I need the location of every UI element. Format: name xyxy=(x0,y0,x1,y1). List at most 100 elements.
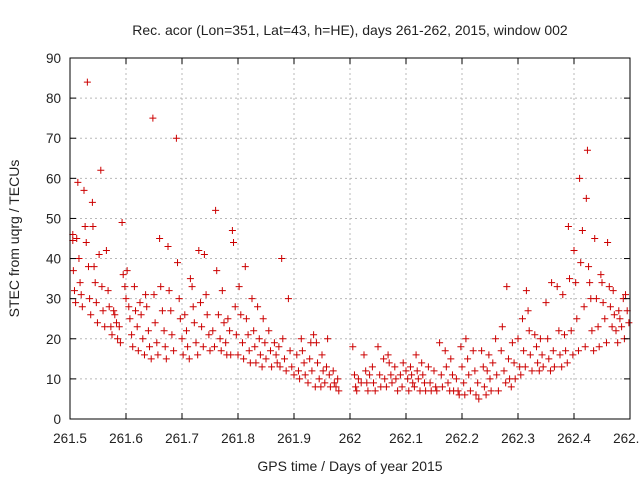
data-point xyxy=(418,359,426,367)
data-point xyxy=(504,355,512,363)
data-point xyxy=(242,315,250,323)
data-point xyxy=(99,307,107,315)
data-point xyxy=(609,287,617,295)
data-point xyxy=(125,303,133,311)
data-point xyxy=(214,311,222,319)
data-point xyxy=(115,323,123,331)
y-tick-label: 30 xyxy=(46,292,61,307)
data-point xyxy=(133,323,141,331)
data-point xyxy=(186,275,194,283)
data-point xyxy=(597,271,605,279)
data-point xyxy=(574,347,582,355)
data-point xyxy=(391,363,399,371)
data-point xyxy=(278,255,286,263)
data-point xyxy=(511,375,519,383)
data-point xyxy=(353,387,361,395)
data-point xyxy=(245,347,253,355)
data-point xyxy=(460,379,468,387)
data-point xyxy=(618,323,626,331)
data-point xyxy=(332,383,340,391)
data-point xyxy=(288,363,296,371)
data-point xyxy=(130,283,138,291)
y-tick-label: 70 xyxy=(46,131,61,146)
data-point xyxy=(185,355,193,363)
data-point xyxy=(413,367,421,375)
data-point xyxy=(514,335,522,343)
data-point xyxy=(352,383,360,391)
data-point xyxy=(118,218,126,226)
data-point xyxy=(121,283,129,291)
data-point xyxy=(200,251,208,259)
data-point xyxy=(206,347,214,355)
data-point xyxy=(465,371,473,379)
data-point xyxy=(570,247,578,255)
data-point xyxy=(230,239,238,247)
data-point xyxy=(525,327,533,335)
data-point xyxy=(471,367,479,375)
data-point xyxy=(154,351,162,359)
data-point xyxy=(290,371,298,379)
data-point xyxy=(89,222,97,230)
data-point xyxy=(472,391,480,399)
data-point xyxy=(238,339,246,347)
data-point xyxy=(259,315,267,323)
data-point xyxy=(244,331,252,339)
data-point xyxy=(616,315,624,323)
data-point xyxy=(432,383,440,391)
data-point xyxy=(203,311,211,319)
data-point xyxy=(88,198,96,206)
data-point xyxy=(304,379,312,387)
data-point xyxy=(140,351,148,359)
data-point xyxy=(251,343,259,351)
x-tick-label: 262.1 xyxy=(389,431,423,446)
data-point xyxy=(272,351,280,359)
data-point xyxy=(157,283,165,291)
data-point xyxy=(231,303,239,311)
data-point xyxy=(349,343,357,351)
data-points xyxy=(69,78,633,403)
data-point xyxy=(610,311,618,319)
data-point xyxy=(114,335,122,343)
data-point xyxy=(268,363,276,371)
data-point xyxy=(398,383,406,391)
data-point xyxy=(234,351,242,359)
data-point xyxy=(189,303,197,311)
data-point xyxy=(273,359,281,367)
data-point xyxy=(261,339,269,347)
data-point xyxy=(457,343,465,351)
data-point xyxy=(498,323,506,331)
data-point xyxy=(381,375,389,383)
data-point xyxy=(300,359,308,367)
data-point xyxy=(503,283,511,291)
data-point xyxy=(602,339,610,347)
data-point xyxy=(153,339,161,347)
data-point xyxy=(354,375,362,383)
y-axis-label: STEC from uqrg / TECUs xyxy=(6,160,22,318)
x-axis-label: GPS time / Days of year 2015 xyxy=(257,458,442,474)
data-point xyxy=(312,339,320,347)
data-point xyxy=(538,351,546,359)
data-point xyxy=(555,327,563,335)
data-point xyxy=(314,359,322,367)
data-point xyxy=(497,347,505,355)
data-point xyxy=(184,343,192,351)
data-point xyxy=(549,347,557,355)
data-point xyxy=(321,379,329,387)
data-point xyxy=(588,327,596,335)
data-point xyxy=(581,343,589,351)
data-point xyxy=(424,363,432,371)
data-point xyxy=(262,355,270,363)
data-point xyxy=(590,347,598,355)
data-point xyxy=(461,391,469,399)
data-point xyxy=(444,379,452,387)
data-point xyxy=(521,363,529,371)
data-point xyxy=(110,307,118,315)
data-point xyxy=(436,339,444,347)
data-point xyxy=(489,359,497,367)
data-point xyxy=(412,351,420,359)
data-point xyxy=(137,311,145,319)
data-point xyxy=(150,291,158,299)
data-point xyxy=(586,279,594,287)
data-point xyxy=(569,351,577,359)
data-point xyxy=(409,379,417,387)
